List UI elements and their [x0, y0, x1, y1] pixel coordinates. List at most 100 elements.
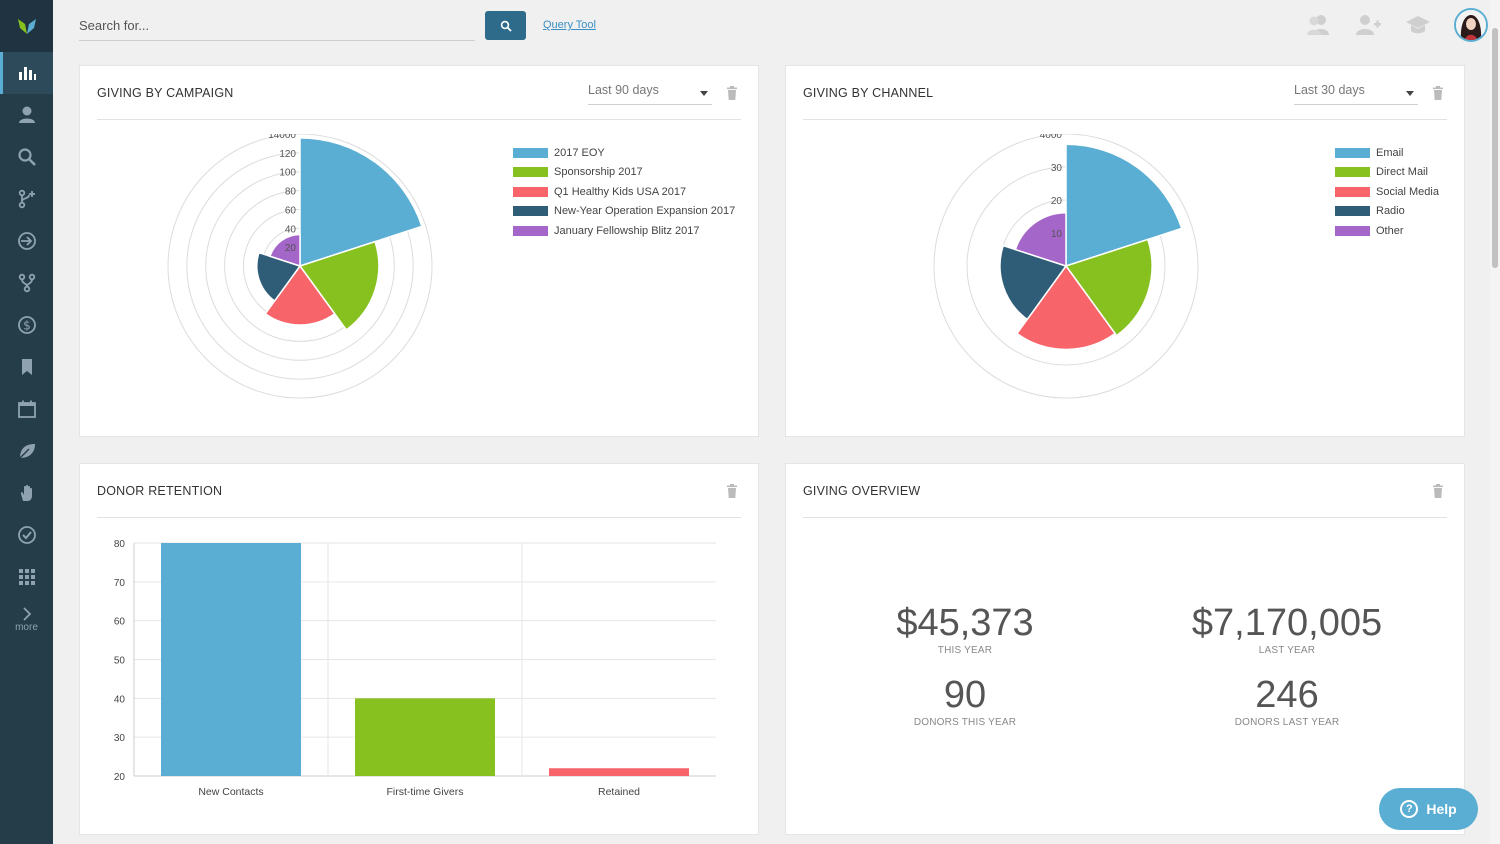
polar-slice[interactable]	[1014, 212, 1067, 268]
polar-tick-label: 100	[279, 168, 296, 179]
sidebar-more-label: more	[15, 622, 38, 633]
polar-slice[interactable]	[269, 233, 301, 268]
giving-by-campaign-card: GIVING BY CAMPAIGN Last 90 days 14000 120…	[79, 65, 759, 437]
legend-item[interactable]: Social Media	[1335, 182, 1439, 202]
legend-item[interactable]: Other	[1335, 221, 1439, 241]
person-icon	[18, 106, 35, 123]
branch-plus-icon	[18, 189, 35, 209]
sidebar-item-tasks[interactable]	[0, 514, 53, 556]
giving-overview-card: GIVING OVERVIEW $45,373 THIS YEAR $7,170…	[785, 463, 1465, 835]
sidebar-item-dashboard[interactable]	[0, 52, 53, 94]
legend-label: January Fellowship Blitz 2017	[554, 224, 700, 237]
legend-item[interactable]: Email	[1335, 143, 1439, 163]
legend-swatch	[1335, 225, 1370, 236]
period-select[interactable]: Last 30 days	[1294, 83, 1418, 105]
sidebar: $ more	[0, 0, 53, 844]
app-logo[interactable]	[0, 0, 53, 52]
legend-item[interactable]: New-Year Operation Expansion 2017	[513, 202, 735, 222]
sidebar-item-leaf[interactable]	[0, 430, 53, 472]
help-button[interactable]: ? Help	[1379, 788, 1478, 830]
fork-icon	[18, 273, 35, 293]
trash-icon[interactable]	[726, 86, 738, 100]
card-title: GIVING BY CAMPAIGN	[97, 86, 234, 100]
channel-polar-chart: 4000 30 20 10	[933, 134, 1199, 399]
polar-slice[interactable]	[299, 137, 423, 268]
query-tool-link[interactable]: Query Tool	[543, 19, 596, 31]
legend-item[interactable]: Q1 Healthy Kids USA 2017	[513, 182, 735, 202]
sidebar-item-volunteer[interactable]	[0, 472, 53, 514]
scrollbar-thumb[interactable]	[1492, 28, 1498, 268]
trash-icon[interactable]	[1432, 484, 1444, 498]
legend-item[interactable]: 2017 EOY	[513, 143, 735, 163]
chevron-down-icon	[1406, 91, 1414, 96]
legend-label: Social Media	[1376, 185, 1439, 198]
legend-label: Email	[1376, 146, 1404, 159]
trash-icon[interactable]	[1432, 86, 1444, 100]
legend-swatch	[513, 167, 548, 178]
legend-swatch	[513, 225, 548, 236]
bar[interactable]	[549, 768, 689, 776]
scrollbar[interactable]	[1490, 0, 1500, 844]
leaf-logo-icon	[17, 19, 36, 34]
bar[interactable]	[355, 698, 495, 776]
users-button[interactable]	[1304, 11, 1332, 39]
polar-tick-label: 20	[1051, 196, 1063, 207]
polar-grid-ring	[933, 134, 1199, 399]
sidebar-item-pipelines[interactable]	[0, 262, 53, 304]
card-divider	[803, 119, 1447, 120]
y-tick-label: 80	[114, 539, 126, 550]
polar-tick-label: 10	[1051, 229, 1063, 240]
bar[interactable]	[161, 543, 301, 776]
sidebar-item-bookmarks[interactable]	[0, 346, 53, 388]
chevron-down-icon	[700, 91, 708, 96]
trash-icon[interactable]	[726, 484, 738, 498]
sidebar-more[interactable]: more	[0, 606, 53, 633]
add-user-icon	[1356, 15, 1381, 35]
sidebar-item-apps[interactable]	[0, 556, 53, 598]
sidebar-item-contacts[interactable]	[0, 94, 53, 136]
legend-item[interactable]: Direct Mail	[1335, 163, 1439, 183]
calendar-icon	[17, 400, 36, 418]
help-label: Help	[1426, 801, 1457, 817]
avatar[interactable]	[1454, 8, 1488, 42]
polar-slice[interactable]	[256, 251, 302, 303]
sidebar-item-import[interactable]	[0, 220, 53, 262]
sidebar-item-workflows[interactable]	[0, 178, 53, 220]
search-input[interactable]	[79, 11, 475, 41]
legend-swatch	[1335, 206, 1370, 217]
graduation-cap-icon	[1406, 16, 1430, 34]
training-button[interactable]	[1404, 11, 1432, 39]
legend-label: Other	[1376, 224, 1404, 237]
legend-item[interactable]: January Fellowship Blitz 2017	[513, 221, 735, 241]
donor-retention-card: DONOR RETENTION 80 70 60 50 40 30 20 New Contac…	[79, 463, 759, 835]
polar-slice[interactable]	[1065, 143, 1183, 268]
polar-tick-label: 14000	[268, 134, 296, 141]
polar-slice[interactable]	[298, 240, 380, 331]
x-tick-label: First-time Givers	[387, 786, 464, 798]
sidebar-item-search[interactable]	[0, 136, 53, 178]
giving-by-channel-card: GIVING BY CHANNEL Last 30 days 4000 30 20 1…	[785, 65, 1465, 437]
legend-item[interactable]: Sponsorship 2017	[513, 163, 735, 183]
polar-slice[interactable]	[264, 264, 336, 326]
polar-tick-label: 30	[1051, 163, 1063, 174]
legend-item[interactable]: Radio	[1335, 202, 1439, 222]
polar-slice[interactable]	[1064, 238, 1153, 337]
polar-slice[interactable]	[1015, 264, 1117, 351]
this-year-label: THIS YEAR	[937, 645, 993, 656]
search-button[interactable]	[485, 11, 526, 40]
period-select[interactable]: Last 90 days	[588, 83, 712, 105]
campaign-polar-chart: 14000 120 100 80 60 40 20	[167, 134, 433, 399]
svg-text:$: $	[23, 319, 31, 333]
add-user-button[interactable]	[1354, 11, 1382, 39]
y-tick-label: 70	[114, 578, 126, 589]
legend-label: Sponsorship 2017	[554, 166, 643, 179]
top-icons	[1304, 8, 1490, 42]
top-bar: Query Tool	[53, 0, 1490, 52]
sidebar-item-giving[interactable]: $	[0, 304, 53, 346]
x-tick-label: New Contacts	[198, 786, 263, 798]
polar-slice[interactable]	[999, 244, 1068, 321]
last-year-label: LAST YEAR	[1258, 645, 1316, 656]
sidebar-item-calendar[interactable]	[0, 388, 53, 430]
bar-chart-icon	[18, 67, 36, 80]
polar-tick-label: 60	[285, 205, 297, 216]
